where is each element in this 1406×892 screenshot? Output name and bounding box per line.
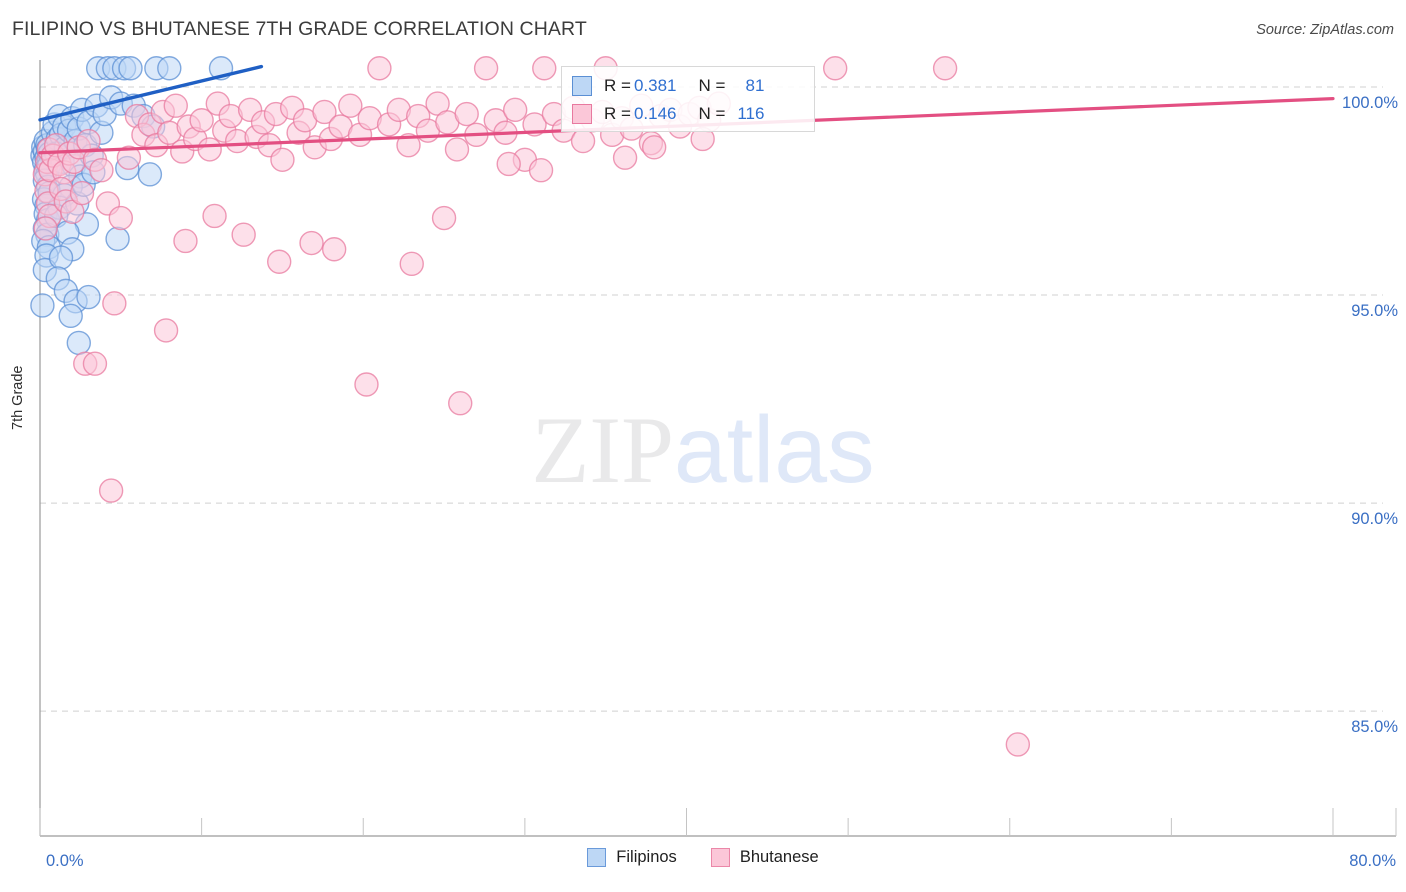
data-point xyxy=(89,157,114,183)
correlation-stats-box: R = 0.381 N = 81 R = 0.146 N = 116 xyxy=(561,66,815,132)
data-point xyxy=(98,478,124,503)
data-point xyxy=(321,237,347,262)
page-title: FILIPINO VS BHUTANESE 7TH GRADE CORRELAT… xyxy=(12,18,587,40)
y-tick-label-0: 100.0% xyxy=(1342,93,1398,112)
y-tick-label-2: 90.0% xyxy=(1351,510,1398,529)
data-point xyxy=(33,216,58,241)
series-points-bhutanese xyxy=(32,56,1031,757)
data-point xyxy=(641,135,667,160)
legend-label-bhutanese: Bhutanese xyxy=(739,848,819,866)
legend-label-filipinos: Filipinos xyxy=(616,848,677,866)
data-point xyxy=(299,230,324,256)
n-value-bhutanese: 116 xyxy=(737,104,765,123)
data-point xyxy=(312,99,337,125)
data-point xyxy=(502,97,528,123)
data-point xyxy=(153,318,179,343)
n-label-filipinos: N = xyxy=(698,76,726,95)
data-point xyxy=(532,56,557,81)
data-point xyxy=(58,303,83,329)
data-point xyxy=(612,145,638,170)
data-point xyxy=(354,372,379,397)
x-tick-label-min: 0.0% xyxy=(46,852,84,870)
legend-item-filipinos[interactable]: Filipinos xyxy=(587,848,677,867)
data-point xyxy=(30,293,55,318)
data-point xyxy=(496,151,521,177)
data-point xyxy=(822,56,848,81)
data-point xyxy=(189,108,214,133)
data-point xyxy=(197,137,222,162)
y-tick-label-3: 85.0% xyxy=(1351,718,1398,737)
stats-row-filipinos: R = 0.381 N = 81 xyxy=(572,72,804,100)
data-point xyxy=(570,128,596,154)
legend-swatch-filipinos-icon xyxy=(572,76,592,96)
trendline-filipinos xyxy=(38,64,264,122)
n-value-filipinos: 81 xyxy=(745,76,765,95)
legend-item-bhutanese[interactable]: Bhutanese xyxy=(710,848,819,867)
data-point xyxy=(338,93,363,118)
r-label-bhutanese: R = xyxy=(604,104,631,123)
data-point xyxy=(270,147,295,172)
data-point xyxy=(444,137,470,162)
data-point xyxy=(202,203,227,229)
data-point xyxy=(116,145,142,170)
r-label-filipinos: R = xyxy=(604,76,631,95)
x-tick-label-max: 80.0% xyxy=(1349,852,1396,870)
data-point xyxy=(102,291,127,316)
data-point xyxy=(105,226,130,252)
data-point xyxy=(396,133,421,158)
legend-color-filipinos-icon xyxy=(587,848,607,867)
data-point xyxy=(173,228,198,254)
data-point xyxy=(522,112,547,137)
data-point xyxy=(108,205,134,231)
legend-swatch-bhutanese-icon xyxy=(572,104,592,124)
n-label-bhutanese: N = xyxy=(698,104,726,123)
data-point xyxy=(82,351,108,376)
data-point xyxy=(454,101,479,127)
data-point xyxy=(473,56,499,81)
stats-row-bhutanese: R = 0.146 N = 116 xyxy=(572,100,804,128)
r-value-bhutanese: 0.146 xyxy=(633,104,677,123)
y-tick-label-1: 95.0% xyxy=(1351,302,1398,321)
data-point xyxy=(76,284,101,310)
data-point xyxy=(48,245,74,270)
data-point xyxy=(399,251,424,277)
legend-color-bhutanese-icon xyxy=(710,848,730,867)
data-point xyxy=(431,205,457,231)
data-point xyxy=(69,180,95,206)
data-point xyxy=(448,391,473,416)
data-point xyxy=(528,157,554,183)
data-point xyxy=(118,56,143,81)
chart-legend: Filipinos Bhutanese xyxy=(0,848,1406,867)
data-point xyxy=(267,249,292,274)
r-value-filipinos: 0.381 xyxy=(633,76,677,95)
data-point xyxy=(66,330,91,356)
data-point xyxy=(932,56,958,81)
data-point xyxy=(137,162,163,187)
source-attribution: Source: ZipAtlas.com xyxy=(1256,22,1394,38)
data-point xyxy=(163,93,188,118)
data-point xyxy=(1005,732,1031,757)
data-point xyxy=(367,56,392,81)
data-point xyxy=(157,56,182,81)
data-point xyxy=(231,222,256,247)
